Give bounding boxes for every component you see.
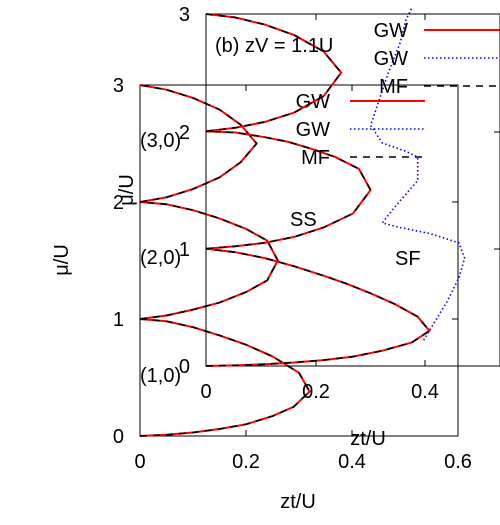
x-axis-label: zt/U <box>280 491 316 513</box>
x-tick-label: 0 <box>134 451 145 473</box>
x-tick-label: 0.2 <box>232 451 260 473</box>
x-tick-label: 0.4 <box>338 451 366 473</box>
region-annotation: SF <box>395 248 421 270</box>
y-tick-label: 0 <box>179 356 190 378</box>
panel-a: 0 0.2 0.4 0.60123zt/Uμ/U(1,0)(2,0)(3,0)GWGW… <box>51 75 472 513</box>
plot-frame <box>139 84 459 437</box>
y-tick-label: 3 <box>179 4 190 26</box>
x-tick-label: 0.2 <box>302 381 330 403</box>
region-annotation: (3,0) <box>140 130 181 152</box>
series-1-lobe-3 <box>205 13 343 133</box>
y-tick-label: 1 <box>179 239 190 261</box>
legend-label: GW <box>296 119 331 141</box>
series-3-lobe-2 <box>205 130 372 250</box>
x-tick-label: 0 <box>200 381 211 403</box>
plot-frame <box>205 13 500 367</box>
series-3-lobe-1 <box>205 247 431 367</box>
region-annotation: (2,0) <box>140 247 181 269</box>
y-tick-label: 2 <box>113 192 124 214</box>
series-3-lobe-2 <box>139 201 279 320</box>
series-3-lobe-3 <box>139 84 258 203</box>
y-tick-label: 1 <box>113 309 124 331</box>
region-annotation: SS <box>290 209 317 231</box>
y-axis-label: μ/U <box>51 244 73 276</box>
y-tick-label: 3 <box>113 75 124 97</box>
series-2-line <box>369 7 466 341</box>
y-tick-label: 2 <box>179 122 190 144</box>
panel-b: 0 0.2 0.4 0 1 2 3 zt/U μ/U SS SF (b) zV = 1.1U GW GW M… <box>116 4 500 450</box>
chart-title: (b) zV = 1.1U <box>215 35 333 57</box>
series-1-lobe-2 <box>205 130 372 250</box>
x-tick-label: 0.4 <box>411 381 439 403</box>
series-1-lobe-1 <box>139 318 311 437</box>
legend-label: GW <box>374 48 409 70</box>
legend-label: MF <box>379 76 408 98</box>
y-tick-label: 0 <box>113 426 124 448</box>
x-axis-label: zt/U <box>350 428 386 450</box>
y-axis-label: μ/U <box>116 174 138 206</box>
x-tick-label: 0.6 <box>444 451 472 473</box>
legend-label: GW <box>374 20 409 42</box>
region-annotation: (1,0) <box>140 365 181 387</box>
